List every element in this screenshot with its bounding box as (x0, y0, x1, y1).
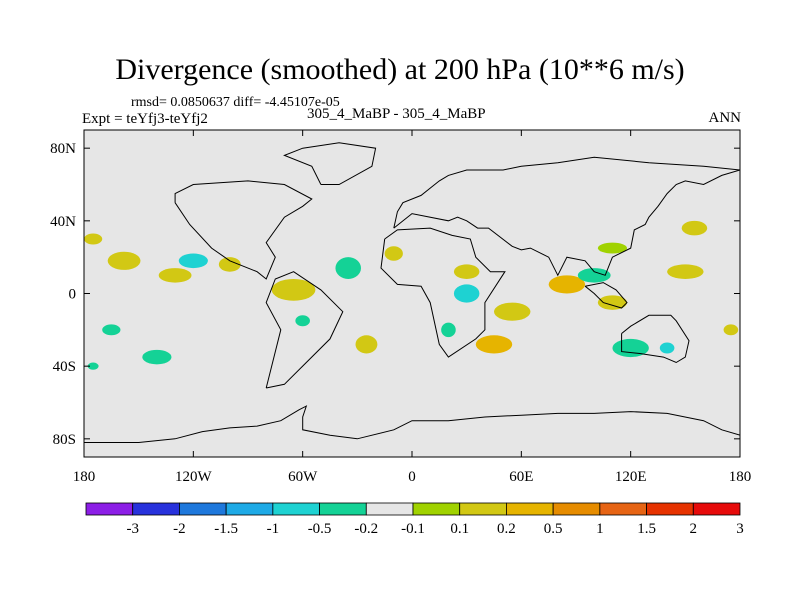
contour-cell-19 (453, 284, 480, 303)
colorbar-swatch (599, 502, 647, 516)
coastline-8 (584, 282, 628, 309)
colorbar-swatch (412, 502, 461, 516)
colorbar-swatch (272, 502, 320, 516)
chart-title: Divergence (smoothed) at 200 hPa (10**6 … (115, 53, 685, 86)
contour-cell-4 (271, 278, 316, 301)
contour-cell-8 (494, 302, 531, 321)
colorbar-label: 0.5 (544, 521, 563, 537)
contour-cell-12 (667, 264, 704, 279)
x-tick-label: 60W (288, 469, 318, 485)
y-tick-label: 40N (50, 214, 76, 230)
contour-cell-16 (723, 324, 739, 336)
contour-cell-20 (335, 257, 361, 279)
y-tick-label: 80S (53, 432, 76, 448)
colorbar-label: 0.1 (450, 521, 469, 537)
colorbar-label: -1 (267, 521, 280, 537)
colorbar-label: -0.2 (354, 521, 378, 537)
coastlines (84, 142, 740, 443)
colorbar-swatch (179, 502, 227, 516)
contour-cell-5 (355, 335, 378, 354)
x-tick-label: 180 (729, 469, 752, 485)
colorbar-swatch (85, 502, 134, 516)
coastline-4 (380, 227, 506, 358)
contour-cell-23 (178, 253, 208, 269)
contour-cell-2 (158, 268, 192, 283)
contour-cell-11 (681, 220, 708, 236)
contour-cell-22 (102, 324, 121, 336)
colorbar-swatch (132, 502, 180, 516)
y-tick-label: 40S (53, 359, 76, 375)
coastline-2 (265, 271, 344, 389)
contour-cell-7 (453, 264, 480, 279)
colorbar-label: 3 (736, 521, 744, 537)
colorbar-label: 1 (596, 521, 604, 537)
contour-cell-10 (597, 295, 628, 310)
experiment-label: Expt = teYfj3-teYfj2 (82, 111, 208, 127)
y-tick-label: 80N (50, 141, 76, 157)
contour-cell-26 (295, 315, 310, 327)
contour-cell-14 (475, 335, 513, 354)
contour-cell-25 (441, 322, 456, 338)
colorbar-swatch (459, 502, 507, 516)
x-tick-label: 120E (615, 469, 647, 485)
contour-cell-13 (597, 242, 628, 254)
colorbar-label: -2 (173, 521, 186, 537)
contour-cell-18 (577, 268, 611, 283)
colorbar-swatch (692, 502, 741, 516)
colorbar-swatch (552, 502, 601, 516)
coastline-1 (84, 405, 740, 443)
contour-fields (84, 220, 739, 370)
y-tick-label: 0 (69, 287, 77, 303)
map-background (84, 130, 740, 457)
contour-cell-1 (107, 251, 141, 270)
colorbar-label: 2 (690, 521, 698, 537)
x-tick-label: 120W (175, 469, 213, 485)
coastline-3 (174, 180, 313, 280)
contour-cell-6 (384, 246, 403, 261)
colorbar-label: -0.5 (308, 521, 332, 537)
colorbar-swatch (646, 502, 694, 516)
period-label: ANN (708, 110, 742, 126)
contour-cell-24 (659, 342, 675, 354)
colorbar-label: -1.5 (214, 521, 238, 537)
colorbar-label: 1.5 (637, 521, 656, 537)
stats-text: rmsd= 0.0850637 diff= -4.45107e-05 (131, 95, 340, 110)
coastline-5 (393, 169, 740, 277)
colorbar-swatch (365, 502, 414, 516)
contour-cell-9 (548, 275, 586, 294)
x-tick-label: 180 (73, 469, 96, 485)
colorbar-swatch (319, 502, 367, 516)
colorbar-swatch (506, 502, 554, 516)
x-tick-label: 0 (408, 469, 416, 485)
colorbar-label: 0.2 (497, 521, 516, 537)
contour-cell-21 (142, 349, 172, 365)
colorbar-label: -0.1 (401, 521, 425, 537)
coastline-7 (621, 314, 690, 364)
contour-cell-3 (218, 257, 241, 272)
contour-cell-15 (84, 233, 103, 245)
cases-label: 305_4_MaBP - 305_4_MaBP (307, 106, 486, 122)
colorbar-label: -3 (126, 521, 139, 537)
coastline-6 (393, 156, 740, 229)
colorbar: -3 -2 -1.5 -1 -0.5 -0.2 -0.1 0.1 0.2 0.5 1 1.5 2 3 (85, 502, 744, 537)
colorbar-swatch (225, 502, 274, 516)
axes: 180 120W 60W 0 60E 120E 180 80N 40N 0 40S 80S (50, 130, 751, 485)
contour-cell-27 (87, 362, 99, 370)
x-tick-label: 60E (509, 469, 533, 485)
coastline-9 (283, 142, 377, 185)
